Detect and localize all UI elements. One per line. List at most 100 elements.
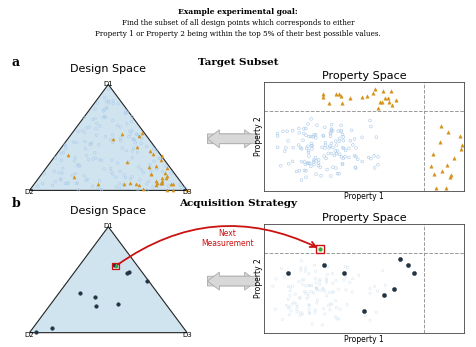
Point [157,180,165,185]
Point [298,159,305,164]
Point [323,293,330,298]
Point [290,300,298,305]
Point [296,312,304,318]
Point [293,306,301,312]
Point [302,126,309,131]
Point [271,306,279,312]
Point [300,277,307,282]
Point [109,118,117,123]
Point [310,290,317,296]
Point [351,136,358,142]
Point [58,151,65,156]
Point [103,106,110,111]
Point [103,99,110,104]
Point [83,153,90,158]
Point [285,284,292,289]
Point [119,145,126,151]
Point [281,149,288,154]
Text: Next
Measurement: Next Measurement [201,229,254,248]
Point [334,148,341,154]
Point [135,133,143,139]
Point [147,171,154,177]
Point [127,176,134,182]
Point [105,100,113,106]
Point [109,101,117,107]
Point [133,132,140,137]
Point [122,111,129,116]
Point [291,291,299,297]
Point [152,163,160,169]
Point [336,306,344,312]
Point [404,263,412,268]
Point [328,271,336,277]
Point [123,121,131,127]
Point [323,277,330,283]
Point [57,176,65,182]
Text: Target Subset: Target Subset [198,58,278,67]
Point [62,146,70,152]
Point [143,187,151,193]
Point [317,246,324,252]
Point [333,305,340,311]
Point [308,146,316,152]
Point [458,143,466,148]
Point [327,130,334,136]
Point [326,145,333,151]
Point [367,156,375,161]
Point [312,158,320,163]
Point [297,310,305,315]
Point [296,130,303,136]
Point [119,182,127,188]
Point [323,167,331,172]
Point [342,274,349,280]
Point [307,141,315,146]
Point [327,130,335,136]
Point [377,99,384,105]
Point [296,168,303,174]
Point [298,146,306,152]
Point [322,155,330,161]
Point [109,98,117,103]
Point [101,134,109,139]
Point [351,153,358,159]
Point [328,122,336,127]
Point [109,132,116,138]
Point [122,175,129,180]
Point [321,125,328,130]
Point [363,93,371,99]
Point [299,282,307,287]
Point [305,306,313,312]
Point [51,179,59,184]
Point [98,158,106,163]
Point [91,295,99,300]
Point [310,162,317,167]
Point [344,265,351,270]
Point [325,289,333,295]
Point [143,278,151,284]
Point [92,155,99,161]
Point [341,154,349,160]
Point [133,132,141,137]
Point [306,283,314,289]
Point [130,137,138,143]
Point [335,138,343,144]
Point [125,270,133,275]
Point [312,285,320,290]
Point [70,139,78,145]
Point [49,325,56,331]
Point [317,246,324,252]
Point [274,133,281,139]
Point [327,127,335,133]
Point [107,137,114,143]
Point [294,304,301,309]
Point [392,97,400,103]
Point [113,184,120,189]
Point [285,161,292,167]
Point [75,187,82,193]
Point [330,289,337,294]
Point [298,258,305,263]
Point [336,135,344,141]
Point [295,142,303,148]
Point [96,123,104,129]
Point [69,173,76,178]
